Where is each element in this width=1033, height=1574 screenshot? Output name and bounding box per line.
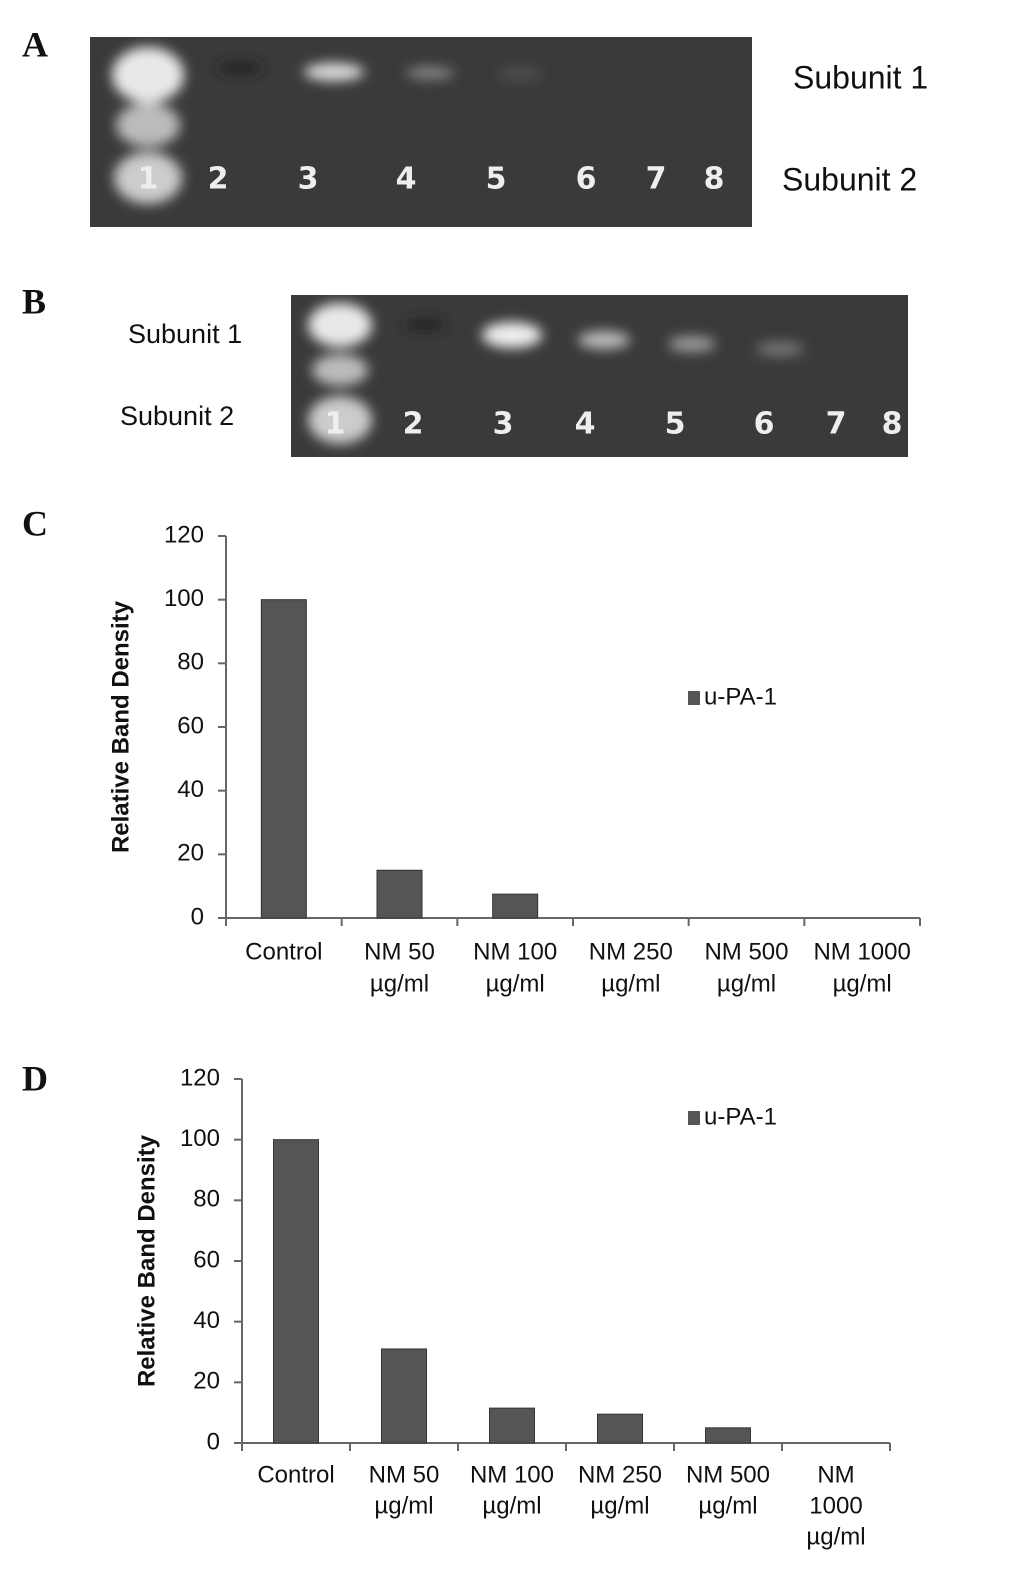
panel-label: B	[22, 281, 46, 321]
x-tick-label: Control	[257, 1461, 334, 1488]
x-tick-label: µg/ml	[486, 970, 545, 997]
lane-number: 5	[665, 407, 686, 442]
lane-number: 2	[403, 407, 424, 442]
lane-number: 6	[754, 407, 775, 442]
x-tick-label: NM 50	[364, 938, 435, 965]
x-tick-label: µg/ml	[482, 1492, 541, 1519]
y-tick-label: 60	[177, 712, 204, 739]
bar	[492, 893, 539, 919]
legend-swatch	[688, 1111, 700, 1125]
y-tick-label: 100	[180, 1125, 220, 1152]
lane-number: 4	[396, 162, 417, 197]
lane-number: 8	[704, 162, 725, 197]
y-tick-label: 0	[207, 1428, 220, 1455]
lane-number: 2	[208, 162, 229, 197]
x-tick-label: NM 250	[578, 1461, 662, 1488]
panel-label: A	[22, 24, 48, 64]
legend-swatch	[688, 691, 700, 705]
y-tick-label: 120	[180, 1064, 220, 1091]
y-tick-label: 120	[164, 521, 204, 548]
lane-number: 7	[826, 407, 847, 442]
legend-label: u-PA-1	[704, 683, 777, 710]
lane-number: 7	[646, 162, 667, 197]
panel-label: D	[22, 1058, 48, 1098]
y-tick-label: 60	[193, 1246, 220, 1273]
gel-a: 1 2 3 4 5 6 7 8	[90, 37, 752, 227]
x-tick-label: µg/ml	[370, 970, 429, 997]
x-tick-label: NM 1000	[813, 938, 910, 965]
x-tick-label: µg/ml	[833, 970, 892, 997]
y-tick-label: 20	[177, 840, 204, 867]
y-tick-label: 40	[193, 1307, 220, 1334]
gel-bands	[308, 303, 804, 444]
x-tick-label: 1000	[809, 1492, 862, 1519]
bar	[381, 1348, 427, 1444]
y-axis-label: Relative Band Density	[107, 600, 134, 853]
subunit-label: Subunit 2	[782, 161, 917, 197]
lane-number: 3	[493, 407, 514, 442]
y-tick-label: 80	[177, 649, 204, 676]
x-tick-label: NM 50	[369, 1461, 440, 1488]
gel-bands	[112, 47, 542, 204]
lane-number: 6	[576, 162, 597, 197]
x-tick-label: NM 500	[704, 938, 788, 965]
bar	[376, 869, 423, 919]
y-tick-label: 100	[164, 585, 204, 612]
x-tick-label: µg/ml	[601, 970, 660, 997]
subunit-label: Subunit 1	[128, 319, 242, 349]
x-tick-label: µg/ml	[374, 1492, 433, 1519]
lane-number: 1	[325, 407, 346, 442]
lane-number: 8	[882, 407, 903, 442]
lane-number: 1	[138, 162, 159, 197]
y-tick-label: 20	[193, 1368, 220, 1395]
gel-background	[90, 37, 752, 227]
y-tick-label: 80	[193, 1186, 220, 1213]
y-tick-label: 0	[191, 903, 204, 930]
x-tick-label: NM 500	[686, 1461, 770, 1488]
x-tick-label: Control	[245, 938, 322, 965]
x-tick-label: µg/ml	[717, 970, 776, 997]
x-tick-label: µg/ml	[698, 1492, 757, 1519]
x-tick-label: NM 100	[473, 938, 557, 965]
bar	[705, 1427, 751, 1444]
x-tick-label: NM 250	[589, 938, 673, 965]
y-tick-label: 40	[177, 776, 204, 803]
gel-background	[291, 295, 908, 457]
lane-number: 4	[575, 407, 596, 442]
subunit-label: Subunit 1	[793, 59, 928, 95]
x-tick-label: µg/ml	[806, 1523, 865, 1550]
bar	[273, 1139, 319, 1444]
x-tick-label: NM 100	[470, 1461, 554, 1488]
panel-label: C	[22, 503, 48, 543]
subunit-label: Subunit 2	[120, 401, 234, 431]
bar	[260, 599, 307, 919]
lane-number: 3	[298, 162, 319, 197]
gel-b: 1 2 3 4 5 6 7 8	[291, 295, 908, 457]
bar	[489, 1407, 535, 1444]
x-tick-label: NM	[817, 1461, 854, 1488]
lane-number: 5	[486, 162, 507, 197]
x-tick-label: µg/ml	[590, 1492, 649, 1519]
y-axis-label: Relative Band Density	[133, 1134, 160, 1387]
bar	[597, 1413, 643, 1444]
legend-label: u-PA-1	[704, 1103, 777, 1130]
